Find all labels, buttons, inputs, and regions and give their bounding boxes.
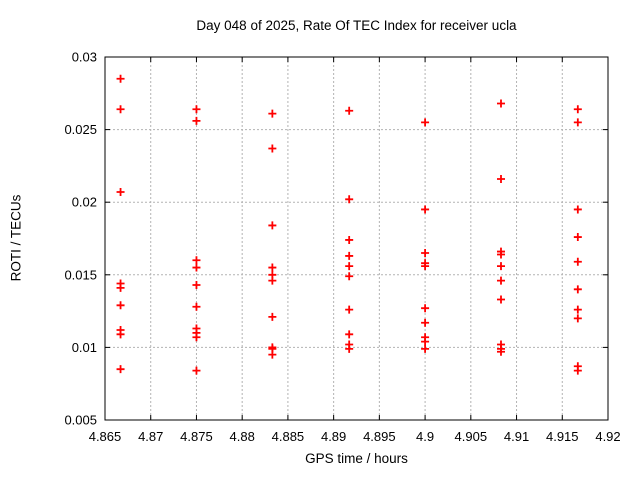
data-point	[496, 347, 505, 356]
data-point	[573, 314, 582, 323]
data-point	[116, 188, 125, 197]
data-point	[192, 280, 201, 289]
x-tick-label: 4.905	[455, 429, 488, 444]
data-point	[573, 285, 582, 294]
data-point	[573, 257, 582, 266]
y-tick-label: 0.03	[72, 50, 97, 65]
data-point	[496, 99, 505, 108]
x-tick-label: 4.9	[416, 429, 434, 444]
data-point	[345, 305, 354, 314]
data-point	[192, 333, 201, 342]
data-point	[116, 301, 125, 310]
x-tick-label: 4.865	[89, 429, 122, 444]
data-point	[496, 276, 505, 285]
y-tick-label: 0.01	[72, 340, 97, 355]
data-point	[421, 344, 430, 353]
data-point	[192, 263, 201, 272]
x-tick-label: 4.915	[546, 429, 579, 444]
data-point	[573, 118, 582, 127]
data-point	[268, 144, 277, 153]
data-point	[268, 263, 277, 272]
data-point	[345, 106, 354, 115]
data-point	[345, 344, 354, 353]
data-point	[421, 337, 430, 346]
data-point	[573, 366, 582, 375]
data-point	[116, 283, 125, 292]
data-point	[192, 116, 201, 125]
data-point	[268, 350, 277, 359]
data-point	[496, 295, 505, 304]
y-tick-label: 0.005	[64, 413, 97, 428]
data-point	[421, 318, 430, 327]
x-tick-label: 4.87	[138, 429, 163, 444]
y-tick-label: 0.025	[64, 122, 97, 137]
data-point	[268, 221, 277, 230]
data-point	[496, 250, 505, 259]
data-point	[421, 262, 430, 271]
data-point	[345, 195, 354, 204]
data-point	[116, 105, 125, 114]
data-point	[268, 276, 277, 285]
plot-border	[104, 56, 609, 421]
data-point	[573, 205, 582, 214]
data-point	[345, 251, 354, 260]
data-point	[421, 249, 430, 258]
data-point	[421, 205, 430, 214]
x-tick-label: 4.88	[230, 429, 255, 444]
x-tick-label: 4.91	[504, 429, 529, 444]
chart-title: Day 048 of 2025, Rate Of TEC Index for r…	[196, 18, 517, 33]
x-tick-label: 4.875	[180, 429, 213, 444]
data-point	[345, 235, 354, 244]
data-point	[192, 105, 201, 114]
data-point	[345, 272, 354, 281]
data-point	[496, 174, 505, 183]
y-tick-label: 0.02	[72, 195, 97, 210]
data-point	[268, 109, 277, 118]
x-tick-label: 4.895	[363, 429, 396, 444]
data-point	[496, 262, 505, 271]
data-point	[573, 105, 582, 114]
y-tick-label: 0.015	[64, 267, 97, 282]
data-point	[421, 118, 430, 127]
x-tick-label: 4.92	[595, 429, 620, 444]
data-point	[192, 302, 201, 311]
data-point	[268, 312, 277, 321]
data-point	[116, 74, 125, 83]
data-point	[192, 366, 201, 375]
x-tick-label: 4.885	[272, 429, 305, 444]
data-point	[421, 304, 430, 313]
data-point	[573, 305, 582, 314]
data-point	[345, 262, 354, 271]
data-point	[116, 365, 125, 374]
data-point	[573, 233, 582, 242]
x-axis-label: GPS time / hours	[305, 451, 408, 466]
data-point	[345, 330, 354, 339]
data-point	[116, 330, 125, 339]
data-point	[192, 256, 201, 265]
x-tick-label: 4.89	[321, 429, 346, 444]
